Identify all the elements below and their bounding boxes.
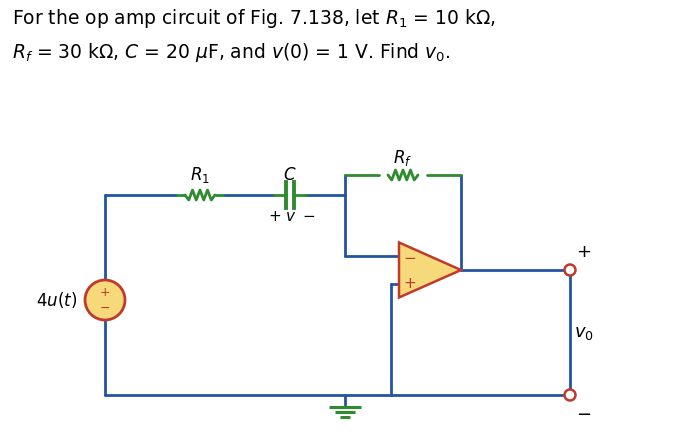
Text: $R_1$: $R_1$ <box>190 165 210 185</box>
Circle shape <box>565 265 576 276</box>
Text: $-$: $-$ <box>100 300 111 313</box>
Text: $C$: $C$ <box>283 167 297 184</box>
Polygon shape <box>399 242 461 297</box>
Text: $4u(t)$: $4u(t)$ <box>36 290 77 310</box>
Text: $-$: $-$ <box>403 249 416 264</box>
Text: $+ \ v \ -$: $+ \ v \ -$ <box>268 210 316 224</box>
Text: For the op amp circuit of Fig. 7.138, let $R_1$ = 10 k$\Omega$,: For the op amp circuit of Fig. 7.138, le… <box>12 7 496 30</box>
Circle shape <box>85 280 125 320</box>
Text: $R_f$: $R_f$ <box>393 148 412 168</box>
Text: $-$: $-$ <box>576 404 592 422</box>
Text: $+$: $+$ <box>403 276 416 291</box>
Text: $R_f$ = 30 k$\Omega$, $C$ = 20 $\mu$F, and $v(0)$ = 1 V. Find $v_0$.: $R_f$ = 30 k$\Omega$, $C$ = 20 $\mu$F, a… <box>12 41 451 64</box>
Text: $+$: $+$ <box>576 243 592 261</box>
Text: $+$: $+$ <box>100 286 111 300</box>
Text: $v_0$: $v_0$ <box>574 324 594 341</box>
Circle shape <box>565 389 576 401</box>
